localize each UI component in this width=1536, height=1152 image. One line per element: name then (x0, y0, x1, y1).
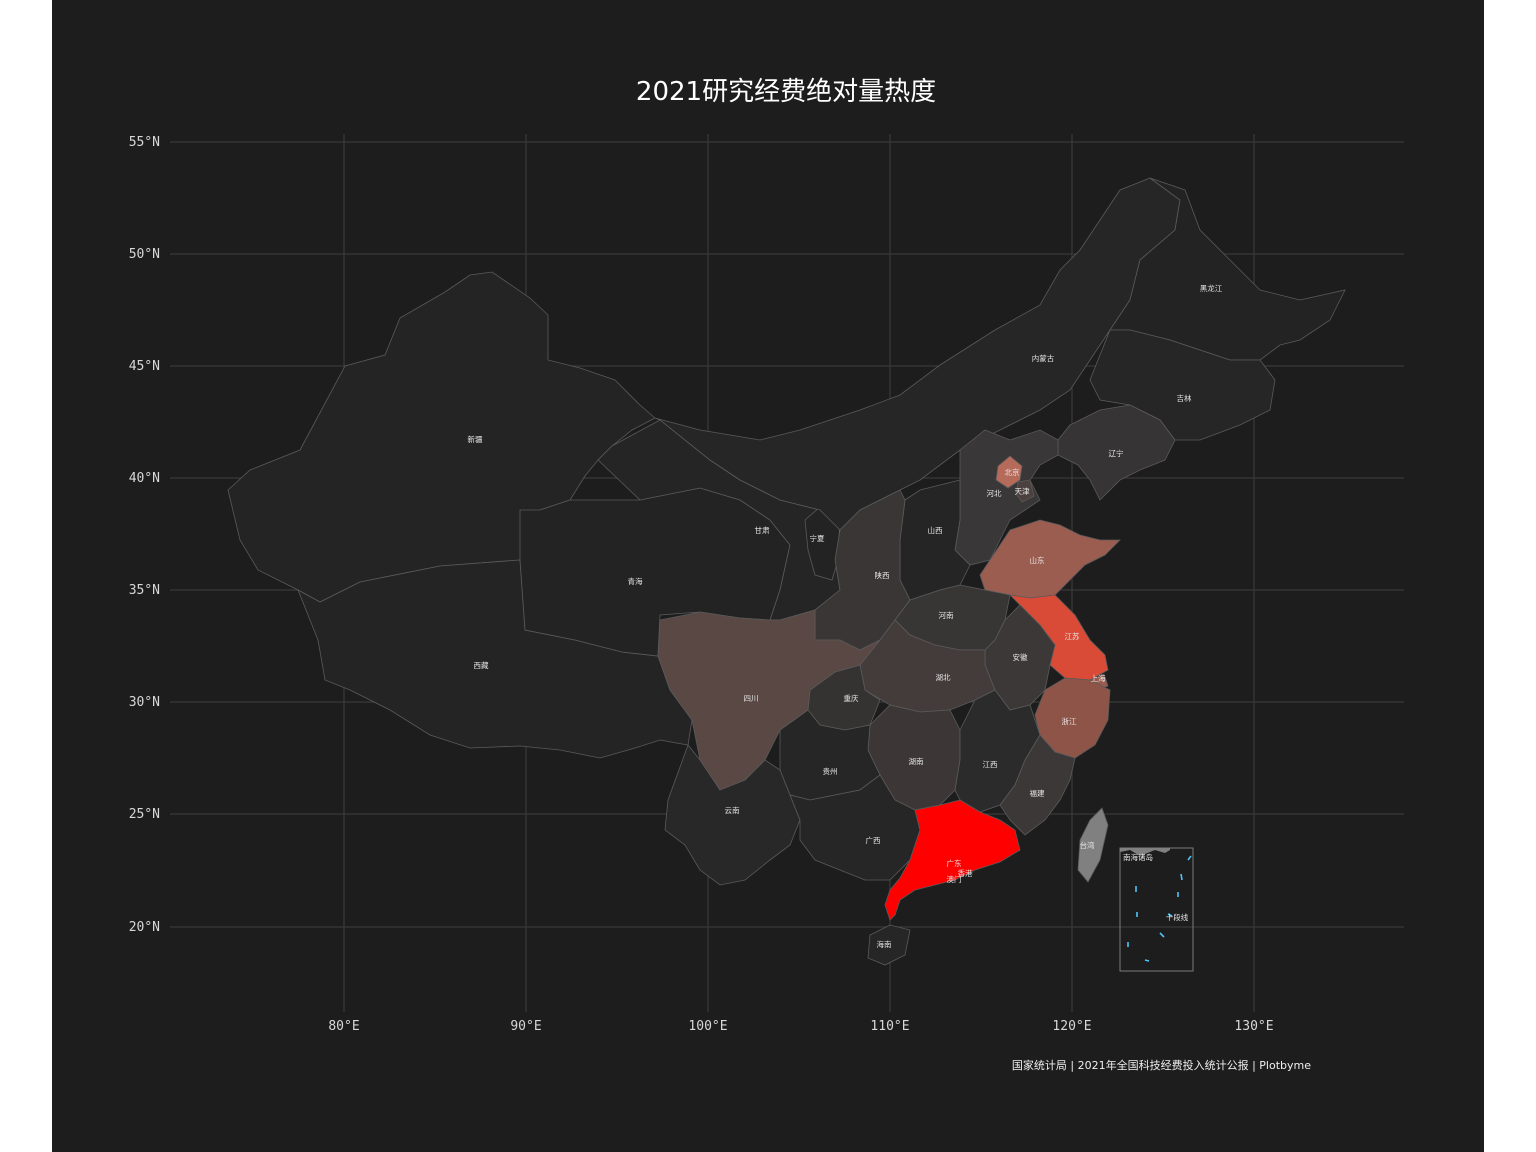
label-shanxi: 山西 (928, 525, 943, 535)
nine-dash-segment (1159, 932, 1165, 938)
label-shandong: 山东 (1030, 555, 1046, 565)
lon-tick-label: 100°E (688, 1019, 727, 1034)
label-neimenggu: 内蒙古 (1032, 353, 1055, 363)
lon-tick-label: 90°E (510, 1019, 541, 1034)
label-yunnan: 云南 (725, 805, 740, 815)
label-chongqing: 重庆 (844, 693, 859, 703)
label-anhui: 安徽 (1013, 652, 1029, 662)
lat-tick-label: 20°N (129, 920, 160, 935)
lat-axis: 55°N 50°N 45°N 40°N 35°N 30°N 25°N 20°N (129, 135, 160, 935)
label-hubei: 湖北 (936, 673, 951, 682)
lon-tick-label: 80°E (328, 1019, 359, 1034)
province-beijing (995, 455, 1023, 489)
province-xizang (297, 559, 693, 759)
lat-tick-label: 35°N (129, 583, 160, 598)
label-fujian: 福建 (1030, 788, 1046, 798)
label-hainan: 海南 (877, 939, 892, 949)
nine-dash-segment (1187, 855, 1192, 861)
provinces (227, 177, 1346, 966)
label-guangxi: 广西 (866, 835, 881, 845)
label-taiwan: 台湾 (1080, 840, 1096, 850)
province-sichuan (657, 609, 881, 791)
lat-tick-label: 40°N (129, 471, 160, 486)
label-aomen: 澳门 (947, 874, 962, 884)
china-map: 2021研究经费绝对量热度 55°N 50°N 45°N 40°N 35°N 3… (129, 77, 1404, 1072)
lat-tick-label: 55°N (129, 135, 160, 150)
lon-tick-label: 120°E (1052, 1019, 1091, 1034)
label-guizhou: 贵州 (823, 766, 838, 776)
label-jiangsu: 江苏 (1065, 631, 1081, 641)
label-guangdong: 广东 (947, 858, 962, 868)
label-shaanxi: 陕西 (875, 570, 890, 580)
label-hebei: 河北 (987, 489, 1002, 498)
source-caption: 国家统计局 | 2021年全国科技经费投入统计公报 | Plotbyme (1012, 1058, 1311, 1072)
province-taiwan (1077, 807, 1109, 883)
label-qinghai: 青海 (628, 576, 643, 586)
province-yunnan (664, 744, 801, 886)
label-beijing: 北京 (1005, 467, 1020, 477)
lat-tick-label: 30°N (129, 695, 160, 710)
nine-dash-segment (1144, 959, 1150, 962)
label-heilongjiang: 黑龙江 (1200, 283, 1223, 293)
lon-tick-label: 110°E (870, 1019, 909, 1034)
map-title: 2021研究经费绝对量热度 (636, 77, 936, 107)
lat-tick-label: 50°N (129, 247, 160, 262)
south-china-sea-inset: 南海诸岛 十段线 (1119, 847, 1194, 972)
province-fujian (999, 734, 1076, 836)
nine-dash-label: 十段线 (1166, 912, 1189, 922)
lat-tick-label: 25°N (129, 807, 160, 822)
province-hainan (867, 924, 911, 966)
label-sichuan: 四川 (744, 694, 759, 703)
province-tianjin (1015, 479, 1035, 503)
province-liaoning (1057, 404, 1176, 501)
nine-dash-segment (1180, 873, 1183, 881)
inset-landmass (1120, 848, 1170, 856)
province-jilin (1089, 329, 1276, 441)
plot-panel: 2021研究经费绝对量热度 55°N 50°N 45°N 40°N 35°N 3… (52, 0, 1484, 1152)
label-ningxia: 宁夏 (810, 533, 825, 543)
inset-frame (1119, 847, 1194, 972)
label-jilin: 吉林 (1177, 393, 1193, 403)
label-henan: 河南 (939, 610, 954, 620)
label-tianjin: 天津 (1015, 487, 1031, 496)
label-hunan: 湖南 (909, 756, 924, 766)
label-gansu: 甘肃 (755, 525, 770, 535)
nine-dash-segment (1167, 913, 1173, 917)
nine-dash-line (1127, 855, 1192, 962)
lon-axis: 80°E 90°E 100°E 110°E 120°E 130°E (328, 1019, 1273, 1034)
province-labels: 新疆 西藏 青海 甘肃 内蒙古 黑龙江 吉林 辽宁 北京 天津 河北 山西 宁夏… (468, 283, 1223, 949)
label-jiangxi: 江西 (983, 760, 998, 769)
label-xianggang: 香港 (958, 868, 973, 878)
label-zhejiang: 浙江 (1062, 716, 1078, 726)
label-xinjiang: 新疆 (468, 434, 483, 444)
lon-tick-label: 130°E (1234, 1019, 1273, 1034)
label-liaoning: 辽宁 (1109, 448, 1124, 458)
inset-title: 南海诸岛 (1123, 852, 1153, 862)
label-xizang: 西藏 (474, 660, 489, 670)
province-zhejiang (1034, 677, 1111, 759)
province-guangdong (884, 799, 1021, 921)
lat-tick-label: 45°N (129, 359, 160, 374)
label-shanghai: 上海 (1091, 673, 1107, 683)
